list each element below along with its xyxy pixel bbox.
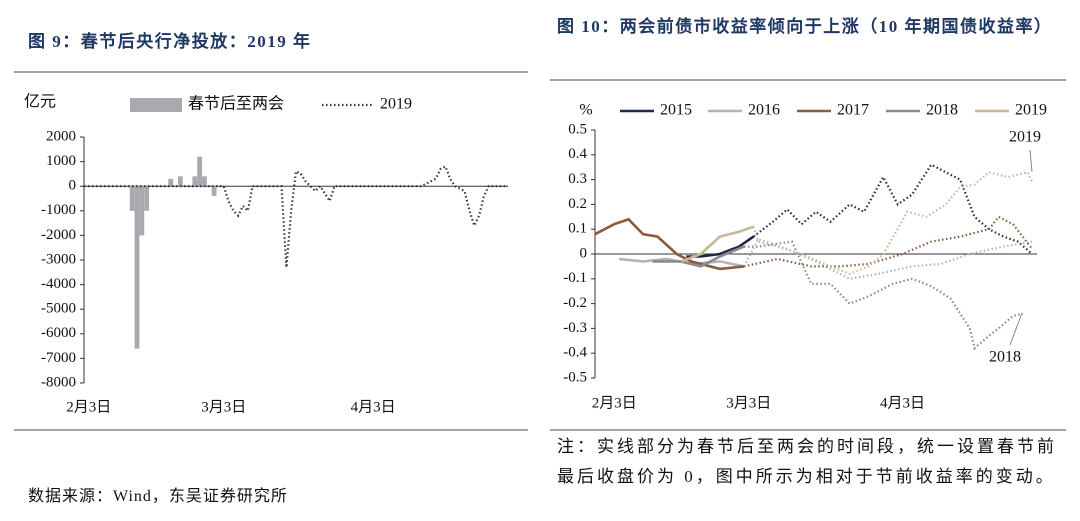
bar (134, 186, 140, 349)
bar (211, 186, 217, 197)
x-tick-label: 2月3日 (592, 395, 637, 411)
legend-label: 2019 (1015, 102, 1047, 119)
y-tick-label: -0.1 (563, 270, 587, 286)
y-tick-label: -2000 (41, 227, 76, 243)
y-tick-label: -0.2 (563, 295, 587, 311)
legend-label: 2019 (380, 96, 412, 113)
y-tick-label: 0.4 (568, 146, 587, 162)
legend-label: 2015 (660, 102, 692, 119)
y-tick-label: -6000 (41, 325, 76, 341)
line-dotted (743, 240, 1023, 351)
y-tick-label: -7000 (41, 350, 76, 366)
x-tick-label: 4月3日 (880, 395, 925, 411)
y-tick-label: -0.3 (563, 320, 587, 336)
bar (139, 186, 145, 236)
line (84, 164, 508, 268)
x-tick-label: 3月3日 (726, 395, 771, 411)
annotation-leader (1009, 312, 1023, 346)
y-tick-label: 0.5 (568, 121, 587, 137)
bar (197, 156, 203, 187)
bar (144, 186, 150, 211)
annotation: 2019 (1009, 129, 1041, 146)
annotation: 2018 (989, 349, 1021, 366)
x-tick-label: 4月3日 (351, 399, 396, 415)
line-dotted (743, 215, 1034, 268)
y-tick-label: 0.3 (568, 171, 587, 187)
y-axis-label: % (579, 102, 592, 119)
y-tick-label: 0.2 (568, 196, 587, 212)
bar (192, 176, 198, 187)
line-solid (681, 225, 754, 263)
y-tick-label: -3000 (41, 251, 76, 267)
legend-label: 春节后至两会 (188, 95, 284, 113)
y-tick-label: 1000 (46, 153, 76, 169)
bar (168, 178, 174, 187)
legend-swatch (130, 98, 182, 112)
y-tick-label: -8000 (41, 374, 76, 390)
bar (129, 186, 135, 211)
y-tick-label: -4000 (41, 276, 76, 292)
y-tick-label: -0.4 (563, 345, 587, 361)
y-tick-label: -0.5 (563, 369, 587, 385)
y-tick-label: 0.1 (568, 221, 587, 237)
legend-label: 2017 (837, 102, 869, 119)
line-dotted (752, 163, 1033, 255)
y-tick-label: 0 (69, 178, 77, 194)
line-solid (594, 217, 745, 271)
line-solid (652, 245, 745, 268)
title-right: 图 10：两会前债市收益率倾向于上涨（10 年期国债收益率） (557, 17, 1053, 36)
bar (202, 176, 207, 187)
title-left: 图 9：春节后央行净投放：2019 年 (28, 32, 312, 51)
x-tick-label: 2月3日 (66, 399, 111, 415)
annotation-leader (1029, 149, 1033, 173)
x-tick-label: 3月3日 (201, 399, 246, 415)
line-dotted (752, 170, 1034, 275)
y-axis-label: 亿元 (24, 93, 56, 111)
line-dotted (742, 237, 1033, 280)
source: 数据来源：Wind，东吴证券研究所 (28, 488, 288, 505)
y-tick-label: 2000 (46, 128, 76, 144)
legend-label: 2018 (926, 102, 958, 119)
y-tick-label: -1000 (41, 202, 76, 218)
y-tick-label: 0 (580, 245, 588, 261)
y-tick-label: -5000 (41, 301, 76, 317)
note: 注：实线部分为春节后至两会的时间段，统一设置春节前最后收盘价为 0，图中所示为相… (557, 437, 1057, 486)
legend-label: 2016 (748, 102, 780, 119)
bar (177, 176, 183, 187)
